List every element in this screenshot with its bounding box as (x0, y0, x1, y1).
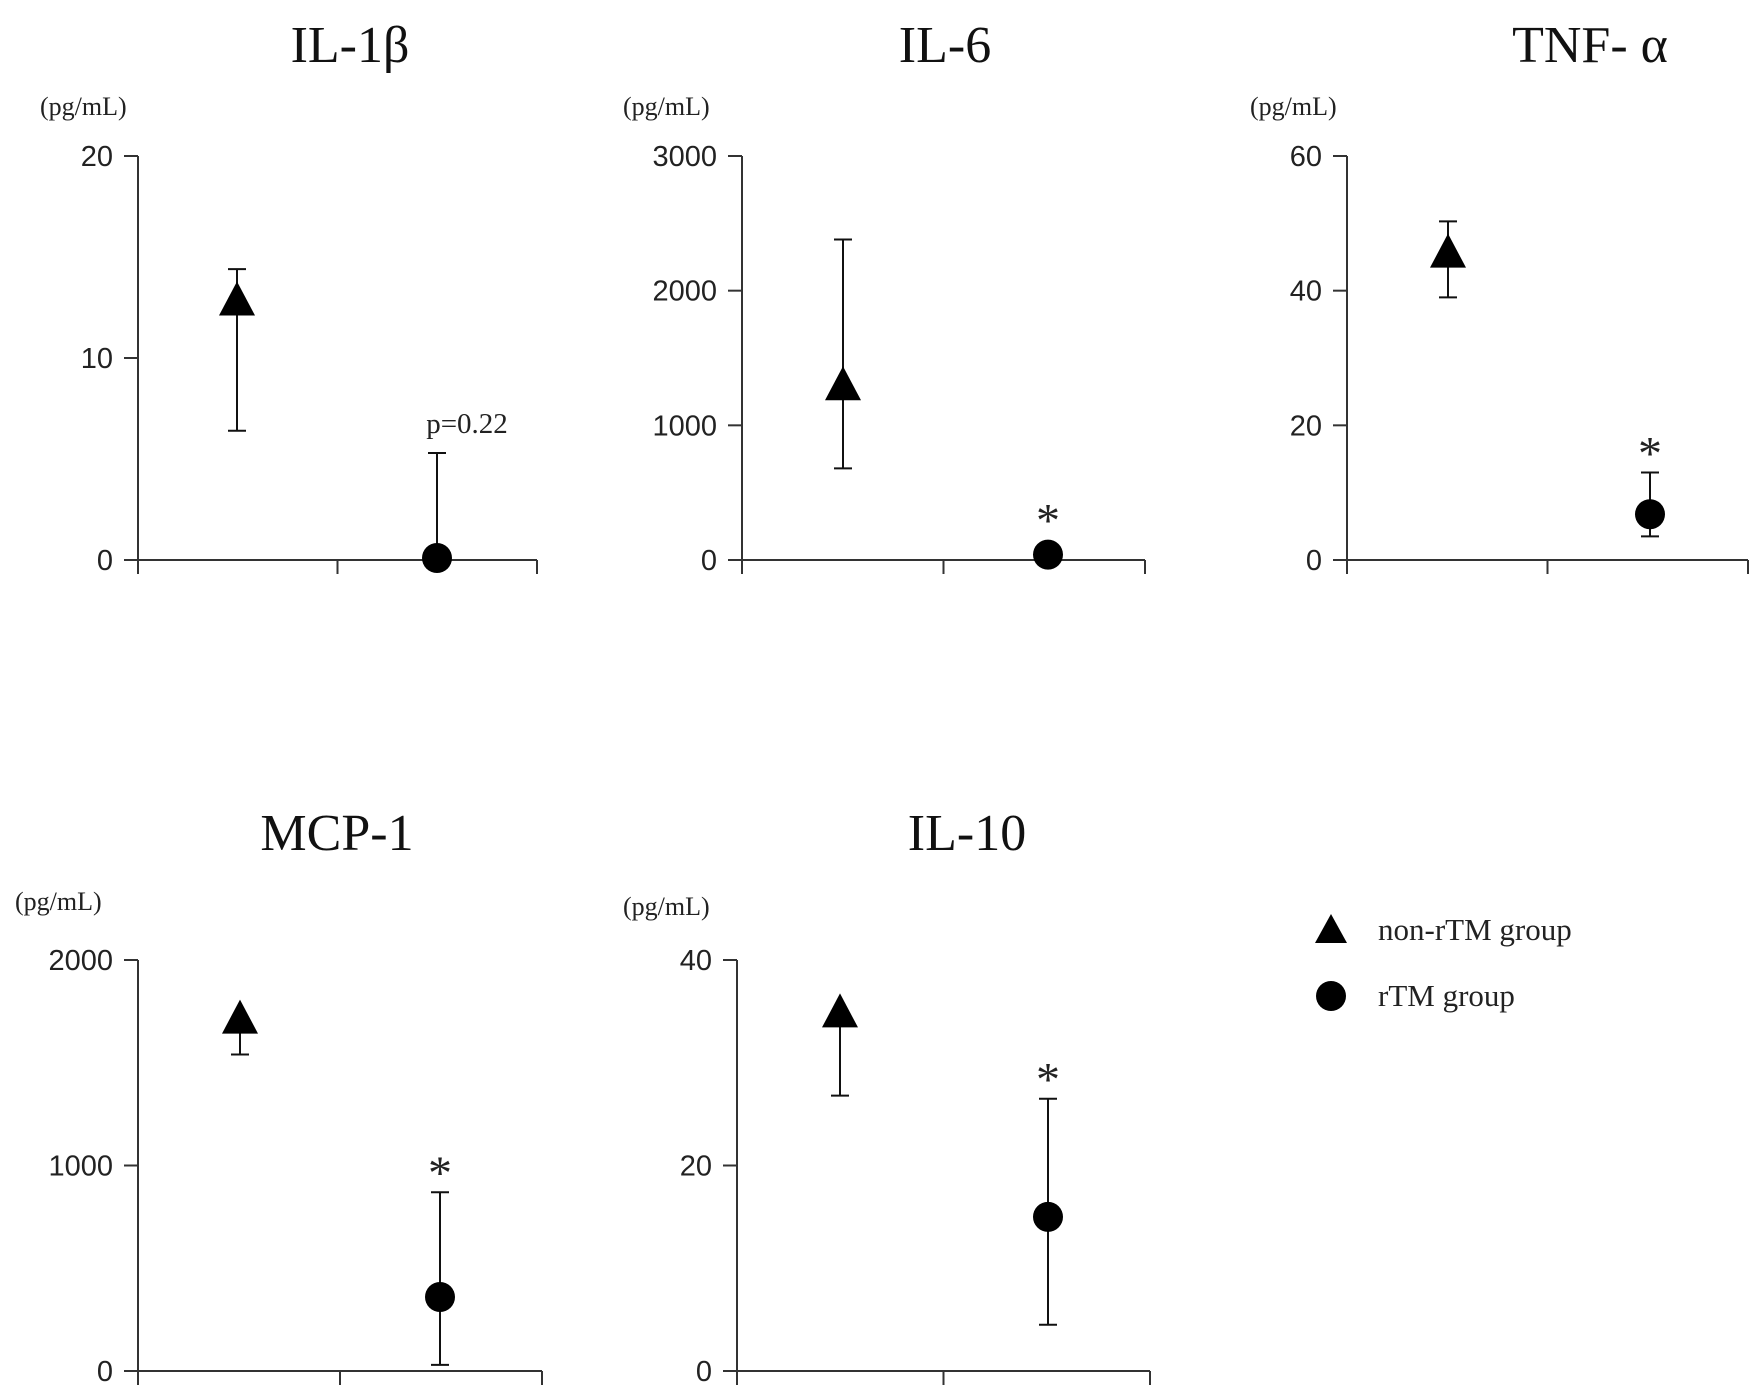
y-unit-label: (pg/mL) (15, 887, 102, 916)
y-unit-label: (pg/mL) (40, 92, 127, 121)
chart-panels: IL-1β (pg/mL) 0 10 20 p=0.22 IL-6 (pg/mL) 0 1000 2… (15, 17, 1749, 1388)
p-value-label: p=0.22 (426, 408, 508, 440)
y-tick-label: 0 (696, 1356, 712, 1388)
chart-title: IL-10 (908, 805, 1026, 862)
significance-asterisk: * (1036, 495, 1060, 548)
chart-panel-5: IL-10 (pg/mL) 0 20 40 * (623, 805, 1151, 1388)
y-unit-label: (pg/mL) (623, 92, 710, 121)
data-point-triangle (822, 993, 858, 1028)
data-point-circle (1033, 1201, 1063, 1232)
data-point-triangle (219, 281, 255, 316)
data-point-circle (1635, 499, 1665, 530)
legend-marker-triangle (1315, 914, 1347, 943)
y-tick-label: 20 (1290, 410, 1322, 442)
legend: non-rTM group rTM group (1315, 912, 1572, 1013)
chart-title: IL-1β (291, 17, 410, 74)
significance-asterisk: * (1036, 1054, 1060, 1107)
chart-title: MCP-1 (260, 805, 413, 862)
y-tick-label: 10 (81, 343, 113, 375)
chart-panel-4: MCP-1 (pg/mL) 0 1000 2000 * (15, 805, 543, 1388)
significance-asterisk: * (428, 1147, 452, 1200)
y-tick-label: 0 (701, 545, 717, 577)
data-point-circle (425, 1282, 455, 1313)
data-point-circle (422, 542, 452, 573)
data-point-triangle (222, 999, 258, 1034)
y-tick-label: 0 (1306, 545, 1322, 577)
data-point-triangle (825, 366, 861, 401)
y-tick-label: 2000 (48, 945, 113, 977)
chart-panel-1: IL-1β (pg/mL) 0 10 20 p=0.22 (40, 17, 538, 577)
legend-marker-circle (1316, 981, 1346, 1011)
chart-title: TNF- α (1512, 17, 1668, 74)
y-tick-label: 40 (680, 945, 712, 977)
y-tick-label: 20 (81, 141, 113, 173)
legend-label-rtm: rTM group (1378, 978, 1515, 1013)
y-tick-label: 0 (97, 545, 113, 577)
data-point-triangle (1430, 233, 1466, 268)
y-tick-label: 40 (1290, 276, 1322, 308)
chart-panel-2: IL-6 (pg/mL) 0 1000 2000 3000 * (623, 17, 1146, 577)
significance-asterisk: * (1638, 427, 1662, 480)
data-point-circle (1033, 539, 1063, 570)
y-unit-label: (pg/mL) (1250, 92, 1337, 121)
y-tick-label: 0 (97, 1356, 113, 1388)
y-tick-label: 60 (1290, 141, 1322, 173)
y-unit-label: (pg/mL) (623, 892, 710, 921)
chart-title: IL-6 (899, 17, 991, 74)
y-tick-label: 1000 (48, 1151, 113, 1183)
y-tick-label: 2000 (652, 276, 717, 308)
chart-panel-3: TNF- α (pg/mL) 0 20 40 60 * (1250, 17, 1749, 577)
y-tick-label: 1000 (652, 410, 717, 442)
y-tick-label: 20 (680, 1151, 712, 1183)
y-tick-label: 3000 (652, 141, 717, 173)
legend-label-non-rtm: non-rTM group (1378, 912, 1572, 947)
